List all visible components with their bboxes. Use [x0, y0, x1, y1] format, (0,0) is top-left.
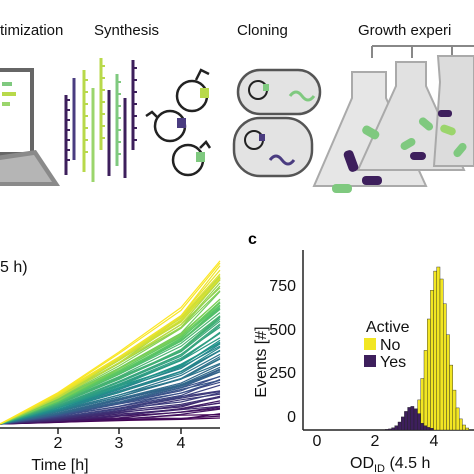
legend-swatch-no [364, 338, 376, 350]
legend-swatch-yes [364, 355, 376, 367]
plasmid-icon [145, 68, 212, 177]
histogram-bar-no [439, 278, 444, 431]
panel-c-ylabel: Events [#] [253, 326, 270, 397]
histogram-bar-yes [410, 406, 415, 431]
histogram-bar-no [423, 350, 428, 431]
legend-title: Active [366, 319, 410, 336]
histogram-bar-no [427, 318, 431, 431]
panel-b-xtick: 2 [54, 435, 63, 452]
panel-c-xtick: 4 [430, 433, 439, 450]
histogram-bar-no [446, 334, 450, 431]
trajectory-lines [0, 260, 221, 425]
histogram-bar-no [455, 407, 460, 431]
panel-c-xtick: 2 [371, 433, 380, 450]
legend-label-yes: Yes [380, 354, 406, 371]
trajectory-line [0, 405, 221, 425]
flask-icon [312, 45, 474, 193]
histogram-bar-yes [413, 408, 418, 431]
panel-b-xlabel: Time [h] [31, 457, 88, 474]
panel-c-ytick: 750 [269, 278, 296, 295]
histogram-bar-yes [404, 411, 408, 431]
histogram-bar-yes [423, 425, 428, 431]
histogram-bar-yes [417, 413, 421, 431]
histogram-bar-yes [401, 416, 405, 431]
histogram-bar-no [452, 389, 457, 431]
histogram-bar-yes [407, 407, 412, 431]
stage-title-optimization: timization [0, 22, 64, 39]
laptop-icon [0, 68, 60, 186]
histogram-bars [385, 266, 470, 431]
panel-c-xtick: 0 [313, 433, 322, 450]
histogram-bar-no [420, 378, 425, 431]
stage-title-cloning: Cloning [237, 22, 288, 39]
trajectory-line [0, 366, 221, 425]
histogram-bar-no [443, 303, 447, 431]
histogram-bar-no [459, 418, 463, 431]
bacteria-icon [232, 68, 322, 178]
stage-title-synthesis: Synthesis [94, 22, 160, 39]
panel-c-ytick: 500 [269, 322, 296, 339]
histogram-bar-yes [429, 428, 434, 431]
histogram-bar-no [449, 364, 454, 431]
histogram-bar-no [433, 270, 438, 431]
legend-label-no: No [380, 337, 401, 354]
trajectory-line [0, 260, 221, 425]
histogram-bar-yes [426, 427, 431, 431]
histogram-bar-no [436, 266, 441, 431]
panel-b-title: 5 h) [0, 259, 28, 276]
histogram-bar-no [465, 427, 470, 431]
trajectory-line [0, 346, 221, 425]
trajectory-line [0, 298, 221, 425]
histogram-bar-no [430, 290, 434, 431]
trajectory-line [0, 323, 221, 425]
stage-title-growth: Growth experi [358, 22, 452, 39]
panel-c-letter: c [248, 231, 257, 248]
panel-b-xtick: 3 [115, 435, 124, 452]
histogram-bar-yes [388, 428, 392, 431]
panel-b-xtick: 4 [177, 435, 186, 452]
trajectory-line [0, 279, 221, 425]
histogram-bar-yes [391, 427, 396, 431]
panel-c-ytick: 0 [287, 409, 296, 426]
histogram-bar-no [462, 424, 466, 431]
dna-strands-icon [64, 58, 137, 182]
panel-c-xlabel: ODID (4.5 h [350, 455, 430, 474]
histogram-bar-yes [385, 429, 389, 431]
panel-c-ytick: 250 [269, 365, 296, 382]
histogram-bar-yes [394, 425, 399, 431]
histogram-bar-yes [420, 423, 424, 431]
histogram-bar-yes [397, 421, 402, 431]
